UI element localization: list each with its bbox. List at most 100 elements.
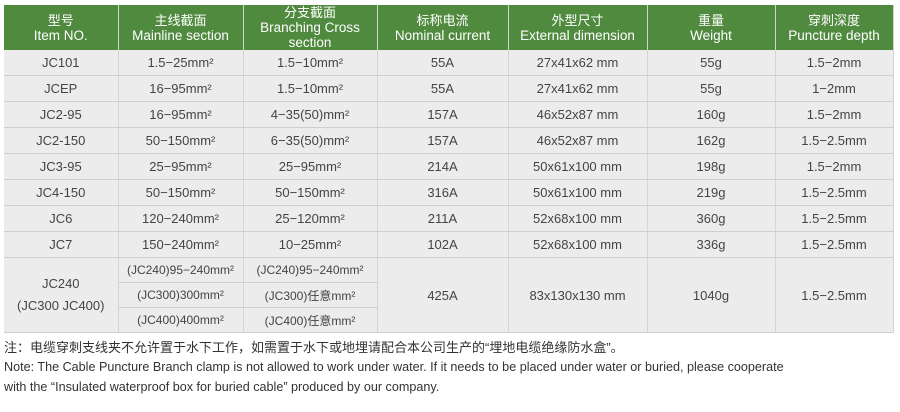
mainline-cell: 120−240mm² [118,205,244,232]
depth-cell: 1.5−2.5mm [775,231,894,258]
branch-cell: 25−120mm² [243,205,378,232]
depth-cell: 1.5−2.5mm [775,179,894,206]
mainline-cell: 16−95mm² [118,75,244,102]
header-mainline: 主线截面 Mainline section [118,5,244,50]
header-en: Mainline section [132,27,229,43]
dimension-cell: 83x130x130 mm [508,257,648,333]
item-cell: JC240 (JC300 JC400) [4,257,119,333]
mainline-cell: (JC400)400mm² [118,307,244,333]
header-dimension: 外型尺寸 External dimension [508,5,648,50]
table-row: JCEP 16−95mm² 1.5−10mm² 55A 27x41x62 mm 55g 1−… [4,75,894,102]
header-zh: 外型尺寸 [551,12,604,28]
branch-cell: (JC240)95−240mm² [243,257,378,283]
header-zh: 穿刺深度 [807,12,860,28]
depth-cell: 1−2mm [775,75,894,102]
weight-cell: 55g [647,50,776,76]
branch-cell: 1.5−10mm² [243,75,378,102]
current-cell: 55A [377,50,509,76]
table-row: JC2-95 16−95mm² 4−35(50)mm² 157A 46x52x87 mm… [4,101,894,128]
dimension-cell: 50x61x100 mm [508,179,648,206]
header-en: External dimension [520,27,635,43]
depth-cell: 1.5−2.5mm [775,257,894,333]
dimension-cell: 52x68x100 mm [508,231,648,258]
header-item: 型号 Item NO. [4,5,119,50]
spec-table: 型号 Item NO. 主线截面 Mainline section 分支截面 Branch… [4,5,894,333]
branch-cell: 50−150mm² [243,179,378,206]
mainline-cell: 50−150mm² [118,127,244,154]
header-zh: 标称电流 [416,12,469,28]
dimension-cell: 27x41x62 mm [508,50,648,76]
header-en: Nominal current [394,27,491,43]
header-row: 型号 Item NO. 主线截面 Mainline section 分支截面 Branch… [4,5,894,50]
table-subrow: (JC400)400mm² (JC400)任意mm² [4,307,893,333]
current-cell: 425A [377,257,509,333]
mainline-cell: 16−95mm² [118,101,244,128]
header-en: Item NO. [33,27,88,43]
branch-cell: 6−35(50)mm² [243,127,378,154]
weight-cell: 336g [647,231,776,258]
weight-cell: 160g [647,101,776,128]
branch-cell: (JC400)任意mm² [243,307,378,333]
depth-cell: 1.5−2.5mm [775,127,894,154]
item-cell: JC2-95 [4,101,119,128]
mainline-cell: 50−150mm² [118,179,244,206]
depth-cell: 1.5−2.5mm [775,205,894,232]
current-cell: 102A [377,231,509,258]
table-row-jc240: JC240 (JC300 JC400) (JC240)95−240mm² (JC2… [4,257,894,333]
item-cell: JC4-150 [4,179,119,206]
branch-cell: (JC300)任意mm² [243,282,378,308]
current-cell: 211A [377,205,509,232]
item-cell: JCEP [4,75,119,102]
current-cell: 316A [377,179,509,206]
weight-cell: 1040g [647,257,776,333]
mainline-cell: (JC300)300mm² [118,282,244,308]
current-cell: 214A [377,153,509,180]
header-zh: 主线截面 [154,12,207,28]
dimension-cell: 50x61x100 mm [508,153,648,180]
item-cell: JC101 [4,50,119,76]
item-cell: JC3-95 [4,153,119,180]
mainline-cell: (JC240)95−240mm² [118,257,244,283]
header-depth: 穿刺深度 Puncture depth [775,5,894,50]
mainline-cell: 25−95mm² [118,153,244,180]
header-en: Puncture depth [788,27,880,43]
header-current: 标称电流 Nominal current [377,5,509,50]
weight-cell: 360g [647,205,776,232]
item-cell: JC2-150 [4,127,119,154]
table-row: JC7 150−240mm² 10−25mm² 102A 52x68x100 mm 336… [4,231,894,258]
mainline-cell: 1.5−25mm² [118,50,244,76]
dimension-cell: 46x52x87 mm [508,127,648,154]
item-line2: (JC300 JC400) [17,298,105,313]
table-row: JC101 1.5−25mm² 1.5−10mm² 55A 27x41x62 mm 55g… [4,50,894,76]
current-cell: 157A [377,127,509,154]
weight-cell: 219g [647,179,776,206]
branch-cell: 25−95mm² [243,153,378,180]
weight-cell: 198g [647,153,776,180]
depth-cell: 1.5−2mm [775,50,894,76]
branch-cell: 4−35(50)mm² [243,101,378,128]
table-subrow: (JC300)300mm² (JC300)任意mm² [4,282,893,308]
header-zh: 重量 [697,12,724,28]
weight-cell: 55g [647,75,776,102]
note-english-line1: Note: The Cable Puncture Branch clamp is… [4,360,784,374]
item-line1: JC240 [41,276,80,291]
table-row: JC3-95 25−95mm² 25−95mm² 214A 50x61x100 mm 19… [4,153,894,180]
header-weight: 重量 Weight [647,5,776,50]
header-en: Branching Cross section [260,20,360,50]
branch-cell: 1.5−10mm² [243,50,378,76]
item-cell: JC7 [4,231,119,258]
branch-cell: 10−25mm² [243,231,378,258]
note-english-line2: with the “Insulated waterproof box for b… [4,380,440,394]
depth-cell: 1.5−2mm [775,153,894,180]
header-branch: 分支截面 Branching Cross section [243,5,378,50]
table-row: JC4-150 50−150mm² 50−150mm² 316A 50x61x100 m… [4,179,894,206]
weight-cell: 162g [647,127,776,154]
item-cell: JC6 [4,205,119,232]
current-cell: 55A [377,75,509,102]
header-en: Weight [690,27,732,43]
table-row: JC2-150 50−150mm² 6−35(50)mm² 157A 46x52x87 … [4,127,894,154]
note-chinese: 注：电缆穿刺支线夹不允许置于水下工作，如需置于水下或地埋请配合本公司生产的“埋地… [4,340,624,355]
mainline-cell: 150−240mm² [118,231,244,258]
header-zh: 型号 [47,12,74,28]
current-cell: 157A [377,101,509,128]
